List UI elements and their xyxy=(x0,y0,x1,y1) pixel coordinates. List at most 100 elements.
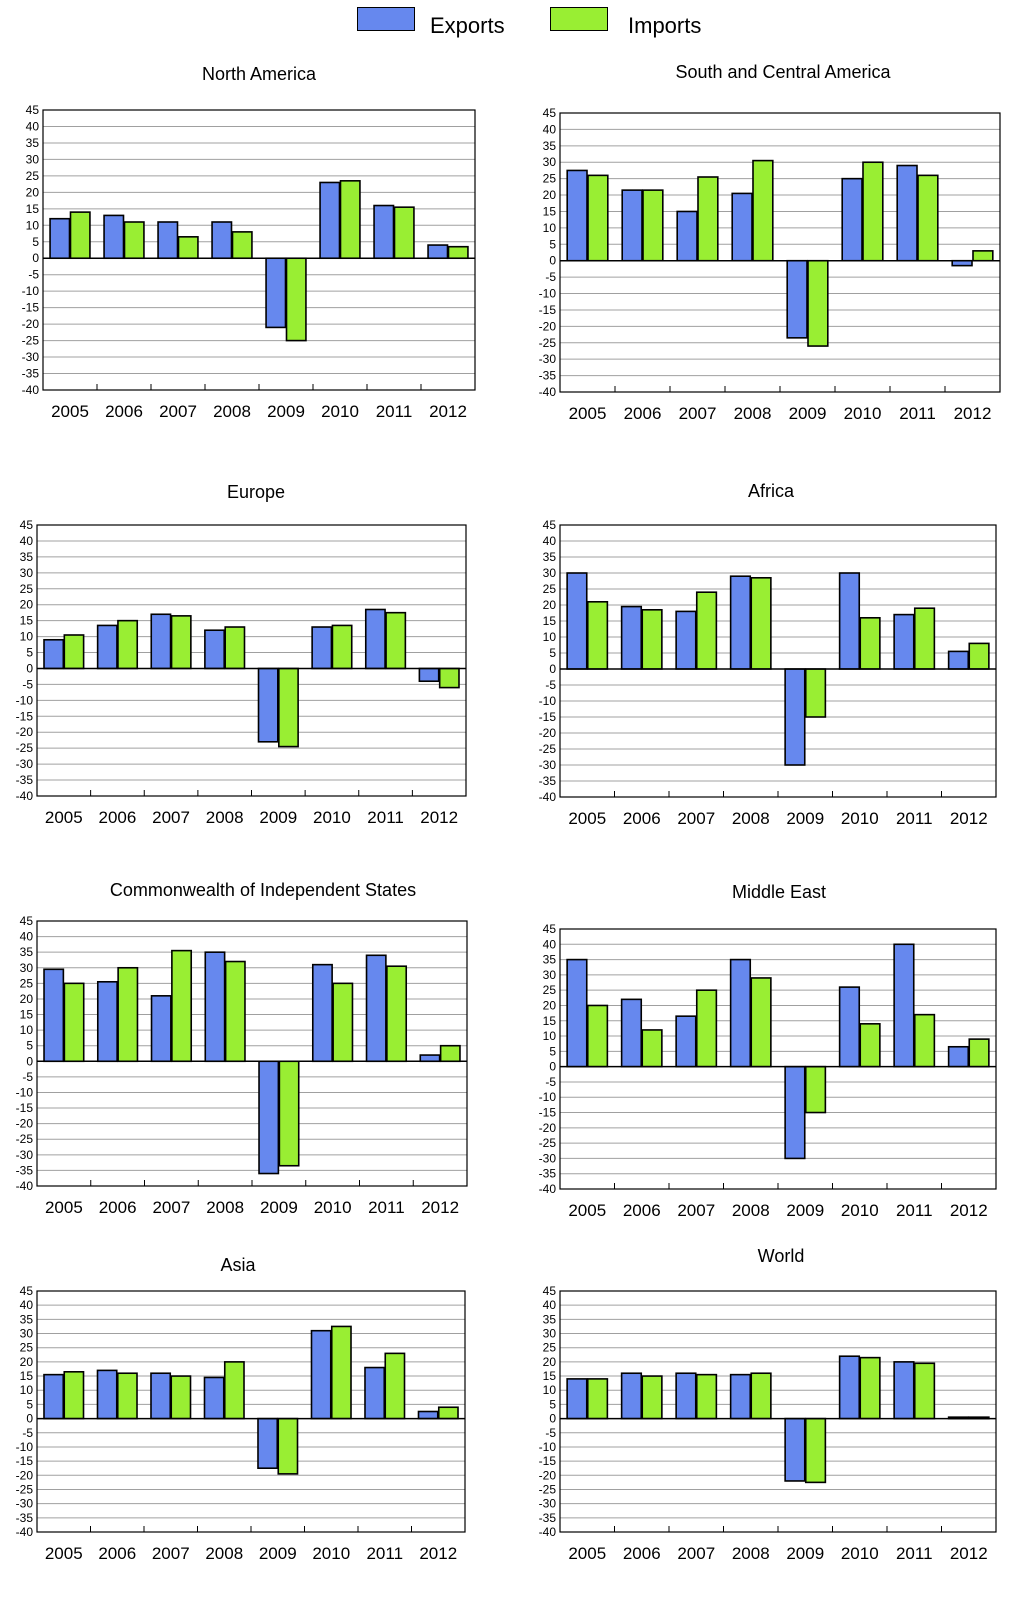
x-tick-label: 2011 xyxy=(896,1201,933,1220)
imports-bar xyxy=(393,206,415,260)
y-tick-label: -5 xyxy=(22,1426,33,1440)
y-tick-label: 35 xyxy=(20,945,34,959)
exports-bar xyxy=(729,1373,752,1420)
imports-bar xyxy=(278,1060,300,1167)
exports-bar xyxy=(784,1417,806,1482)
chart-title: World xyxy=(758,1246,805,1266)
exports-bar xyxy=(427,244,449,260)
y-tick-label: 30 xyxy=(543,566,557,580)
imports-bar xyxy=(750,1372,772,1420)
imports-bar xyxy=(859,1356,881,1420)
exports-bar xyxy=(43,968,65,1063)
y-tick-label: 10 xyxy=(20,630,34,644)
y-tick-label: 45 xyxy=(20,1284,34,1298)
y-tick-label: -5 xyxy=(28,268,39,282)
x-tick-label: 2012 xyxy=(421,1198,459,1217)
y-tick-label: 15 xyxy=(543,1369,557,1383)
imports-bar xyxy=(339,180,361,260)
x-tick-label: 2012 xyxy=(954,404,992,423)
exports-bar xyxy=(838,572,861,670)
exports-bar xyxy=(311,626,333,670)
y-tick-label: 35 xyxy=(20,1312,34,1326)
y-tick-label: 25 xyxy=(543,582,557,596)
exports-bar xyxy=(566,169,588,262)
imports-legend-label: Imports xyxy=(628,13,702,38)
imports-bar xyxy=(697,176,719,262)
exports-bar xyxy=(311,963,333,1063)
y-tick-label: -35 xyxy=(539,1511,557,1525)
plot-frame xyxy=(559,928,997,1190)
y-tick-label: -10 xyxy=(539,1090,557,1104)
y-tick-label: -30 xyxy=(16,1148,34,1162)
exports-bar xyxy=(731,192,753,262)
y-tick-label: 20 xyxy=(543,188,557,202)
chart-panel-3: Europe 45 40 35 30 25 20 15 10 50 -5 -10 -15 -20 -25 -3… xyxy=(16,482,467,827)
y-tick-label: -15 xyxy=(539,1106,557,1120)
chart-panel-4: Africa 45 40 35 30 25 20 15 10 5 0 -5 -10 -15 -20 -25 -3… xyxy=(539,481,997,828)
imports-bar xyxy=(586,1004,609,1068)
y-tick-label: -40 xyxy=(539,1182,557,1196)
y-tick-label: 15 xyxy=(543,1014,557,1028)
y-tick-label: -30 xyxy=(16,757,34,771)
x-tick-label: 2008 xyxy=(213,402,251,421)
y-tick-label: 0 xyxy=(549,662,556,676)
x-tick-label: 2007 xyxy=(152,808,190,827)
y-tick-label: -40 xyxy=(16,1525,34,1539)
y-tick-label: 30 xyxy=(20,1327,34,1341)
chart-title: Asia xyxy=(220,1255,256,1275)
x-tick-label: 2005 xyxy=(45,1198,83,1217)
imports-bar xyxy=(587,174,609,262)
imports-bar xyxy=(123,221,145,260)
exports-bar xyxy=(786,259,808,339)
x-tick-label: 2011 xyxy=(896,1544,933,1563)
exports-bar xyxy=(364,608,386,670)
exports-bar xyxy=(729,575,752,670)
y-tick-label: 40 xyxy=(20,930,34,944)
x-tick-label: 2009 xyxy=(786,809,824,828)
y-tick-label: 20 xyxy=(543,998,557,1012)
imports-bar xyxy=(859,616,881,670)
y-tick-label: -30 xyxy=(539,758,557,772)
y-tick-label: 25 xyxy=(543,983,557,997)
x-tick-label: 2005 xyxy=(568,1201,606,1220)
y-tick-label: 25 xyxy=(20,976,34,990)
x-tick-label: 2011 xyxy=(368,1198,405,1217)
exports-bar xyxy=(838,986,861,1068)
y-tick-label: -30 xyxy=(16,1497,34,1511)
x-tick-label: 2012 xyxy=(429,402,467,421)
imports-bar xyxy=(750,576,772,670)
x-tick-label: 2008 xyxy=(734,404,772,423)
chart-panel-5: Commonwealth of Independent States 45 4035… xyxy=(16,880,468,1217)
y-tick-label: 10 xyxy=(26,218,40,232)
exports-bar xyxy=(203,1376,225,1420)
y-tick-label: -25 xyxy=(539,1136,557,1150)
exports-bar xyxy=(257,1417,279,1470)
y-tick-label: -15 xyxy=(22,301,40,315)
exports-bar xyxy=(838,1355,861,1420)
y-tick-label: 0 xyxy=(26,661,33,675)
y-tick-label: 20 xyxy=(20,992,34,1006)
y-tick-label: 45 xyxy=(26,103,40,117)
exports-bar xyxy=(676,210,698,262)
y-tick-label: -25 xyxy=(16,1132,34,1146)
x-tick-label: 2008 xyxy=(732,1201,770,1220)
exports-bar xyxy=(204,629,225,670)
x-tick-label: 2006 xyxy=(99,808,137,827)
y-tick-label: 5 xyxy=(549,1397,556,1411)
imports-bar xyxy=(750,977,772,1068)
exports-bar xyxy=(43,1373,65,1420)
x-tick-label: 2005 xyxy=(45,808,83,827)
x-tick-label: 2008 xyxy=(732,1544,770,1563)
x-tick-label: 2007 xyxy=(679,404,717,423)
y-tick-label: -20 xyxy=(16,1117,34,1131)
y-tick-label: 15 xyxy=(20,1369,34,1383)
exports-bar xyxy=(947,1045,970,1068)
y-tick-label: 30 xyxy=(20,566,34,580)
exports-bar xyxy=(418,667,440,683)
imports-bar xyxy=(277,1417,299,1475)
plot-frame xyxy=(559,1290,997,1533)
exports-bar xyxy=(49,217,71,260)
y-tick-label: 25 xyxy=(26,169,40,183)
x-tick-label: 2005 xyxy=(569,404,607,423)
y-tick-label: -35 xyxy=(16,1511,34,1525)
